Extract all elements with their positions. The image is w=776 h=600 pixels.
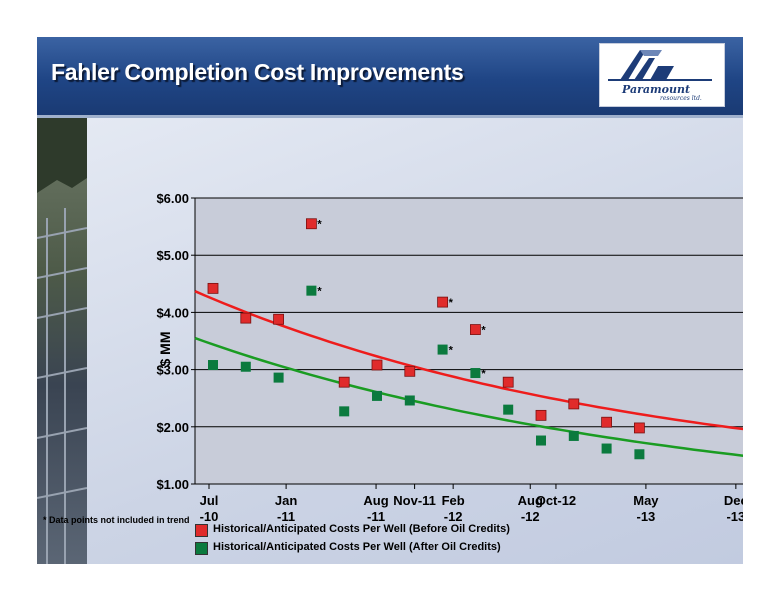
x-tick-label-year: -13	[726, 509, 743, 524]
x-tick-label: Oct-12	[536, 493, 576, 508]
x-tick-label: Dec	[724, 493, 743, 508]
data-point	[208, 360, 218, 371]
trendlines	[194, 290, 743, 457]
data-point	[503, 404, 514, 415]
data-point	[404, 365, 416, 377]
x-tick-label: Aug	[363, 493, 388, 508]
y-tick-label: $5.00	[156, 248, 189, 263]
data-point	[207, 282, 219, 294]
legend-swatch-green	[195, 542, 208, 555]
data-point	[469, 324, 481, 335]
data-point	[273, 313, 285, 325]
x-tick-label-year: -11	[277, 509, 295, 524]
header-divider	[37, 115, 743, 118]
y-tick-label: $4.00	[156, 305, 189, 320]
y-axis-title: $ MM	[157, 332, 173, 367]
logo-wordmark: Paramount	[622, 83, 691, 96]
data-point	[568, 430, 579, 441]
x-tick-label-year: -12	[521, 509, 540, 524]
x-tick-label-year: -13	[637, 509, 656, 524]
data-point	[502, 376, 514, 388]
data-point	[240, 312, 252, 324]
data-point	[634, 449, 645, 460]
x-tick-label: Aug	[518, 493, 543, 508]
x-tick-label: May	[633, 493, 659, 508]
y-tick-label: $6.00	[156, 191, 189, 206]
x-tick-label-year: -10	[200, 509, 219, 524]
background-photo-strip	[37, 118, 88, 564]
data-point	[437, 296, 449, 308]
legend-label-before-credits: Historical/Anticipated Costs Per Well (B…	[213, 523, 510, 535]
slide: Fahler Completion Cost Improvements Para…	[37, 37, 743, 564]
chart-panel: Jul -10 Jan -11 Aug -11 Nov-11 Feb -12 Aug -12 Oct-…	[87, 118, 743, 564]
x-tick-label: Nov-11	[393, 493, 436, 508]
excluded-marker: *	[449, 345, 454, 357]
x-tick-label: Jul	[200, 493, 219, 508]
data-point	[568, 398, 580, 410]
data-point	[273, 372, 284, 383]
data-point	[601, 416, 612, 428]
x-tick-label-year: -11	[367, 509, 385, 524]
excluded-marker: *	[317, 286, 322, 298]
data-point	[339, 406, 350, 417]
data-point	[470, 368, 481, 379]
data-point	[437, 344, 448, 355]
data-point	[634, 422, 645, 434]
data-point	[240, 361, 251, 372]
data-points: * * * * * *	[207, 218, 645, 460]
logo-tagline: resources ltd.	[660, 95, 702, 102]
y-tick-label: $3.00	[156, 363, 189, 378]
excluded-marker: *	[449, 297, 454, 309]
data-point	[536, 435, 546, 446]
legend-label-after-credits: Historical/Anticipated Costs Per Well (A…	[213, 541, 501, 553]
data-point	[371, 359, 383, 371]
x-tick-label-year: -12	[444, 509, 463, 524]
data-point	[535, 409, 547, 421]
data-point	[338, 376, 350, 388]
footnote: * Data points not included in trend	[43, 515, 190, 525]
slide-title: Fahler Completion Cost Improvements	[51, 59, 464, 85]
y-axis: $1.00 $2.00 $3.00 $4.00 $5.00 $6.00	[156, 191, 195, 492]
trendline-series-1	[194, 290, 743, 431]
industrial-photo-icon	[37, 118, 88, 564]
excluded-marker: *	[317, 219, 322, 231]
data-point	[372, 390, 382, 401]
excluded-marker: *	[481, 368, 486, 380]
x-tick-label: Feb	[442, 493, 465, 508]
x-tick-label: Jan	[275, 493, 297, 508]
excluded-marker: *	[481, 325, 486, 337]
y-tick-label: $2.00	[156, 420, 189, 435]
data-point	[404, 395, 415, 406]
data-point	[306, 285, 317, 296]
legend-swatch-red	[195, 524, 208, 537]
plot-area	[194, 197, 743, 485]
title-bar: Fahler Completion Cost Improvements Para…	[37, 37, 743, 115]
logo-mountain-icon	[608, 50, 712, 81]
trendline-series-2	[194, 336, 743, 457]
company-logo: Paramount resources ltd.	[599, 43, 725, 107]
data-point	[305, 218, 317, 230]
y-tick-label: $1.00	[156, 477, 189, 492]
data-point	[601, 443, 612, 454]
